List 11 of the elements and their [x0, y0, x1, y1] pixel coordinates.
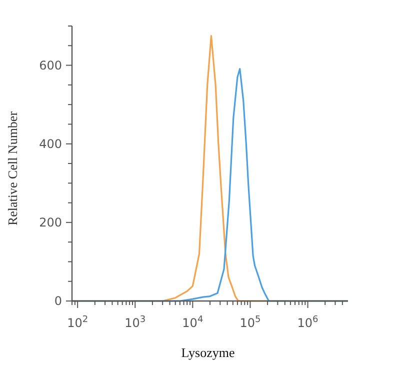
- x-tick-label: 10$^{4}$: [182, 315, 204, 330]
- x-tick-label: 10$^{6}$: [297, 315, 319, 330]
- x-tick-label: 10$^{3}$: [124, 315, 146, 330]
- x-axis-title: Lysozyme: [181, 345, 235, 360]
- x-tick-label: 10$^{5}$: [240, 315, 261, 330]
- y-axis-title: Relative Cell Number: [5, 110, 20, 226]
- y-tick-label: 600: [39, 58, 62, 72]
- y-tick-label: 0: [54, 294, 62, 308]
- y-tick-label: 400: [39, 136, 62, 151]
- y-tick-label: 200: [39, 215, 62, 230]
- x-tick-label: 10$^{2}$: [67, 315, 88, 330]
